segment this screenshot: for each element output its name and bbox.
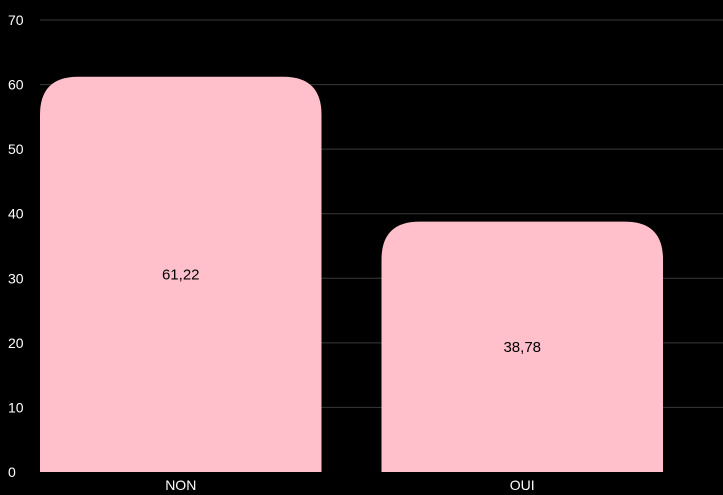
data-label-oui: 38,78	[503, 339, 541, 356]
y-tick-label-20: 20	[8, 335, 24, 351]
y-tick-label-30: 30	[8, 270, 24, 286]
y-tick-label-70: 70	[8, 12, 24, 28]
y-tick-label-0: 0	[8, 464, 16, 480]
y-tick-label-50: 50	[8, 141, 24, 157]
x-axis-ticks: NON OUI	[165, 477, 535, 493]
y-tick-label-10: 10	[8, 399, 24, 415]
y-tick-label-60: 60	[8, 77, 24, 93]
bars	[40, 76, 663, 472]
bar-non	[40, 76, 322, 472]
y-tick-label-40: 40	[8, 206, 24, 222]
y-axis-ticks: 0 10 20 30 40 50 60 70	[8, 12, 24, 480]
bar-oui	[381, 221, 663, 472]
data-labels: 61,22 38,78	[162, 266, 541, 355]
x-tick-label-oui: OUI	[510, 477, 535, 493]
data-label-non: 61,22	[162, 266, 200, 283]
x-tick-label-non: NON	[165, 477, 196, 493]
